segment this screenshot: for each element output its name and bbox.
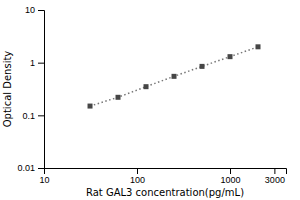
chart: 10 100 1000 3000 0.01 0.1 1 10 Rat GAL3 concentr… xyxy=(0,0,300,200)
line xyxy=(90,47,258,106)
y-tick-label: 1 xyxy=(30,58,35,68)
x-tick: 100 xyxy=(130,168,145,185)
x-tick-line xyxy=(274,168,275,174)
y-axis-title: Optical Density xyxy=(2,51,13,128)
x-tick: 1000 xyxy=(220,168,240,185)
y-tick-label: 0.1 xyxy=(22,111,35,121)
x-tick-label: 100 xyxy=(130,175,145,185)
marker xyxy=(88,104,93,109)
x-tick-label: 10 xyxy=(39,175,49,185)
marker xyxy=(144,84,149,89)
y-tick-label: 10 xyxy=(25,5,35,15)
y-tick: 10 xyxy=(25,5,44,15)
x-tick-line xyxy=(137,168,138,174)
y-tick: 1 xyxy=(30,58,44,68)
marks xyxy=(88,44,261,108)
x-tick-label: 3000 xyxy=(265,175,285,185)
x-axis-line xyxy=(45,169,287,175)
y-tick-line xyxy=(38,10,44,11)
y-tick-label: 0.01 xyxy=(17,163,35,173)
x-axis: 10 100 1000 3000 xyxy=(39,168,286,185)
x-tick-label: 1000 xyxy=(220,175,240,185)
marker xyxy=(256,44,261,49)
marker xyxy=(172,74,177,79)
x-tick: 3000 xyxy=(265,168,285,185)
marker xyxy=(116,95,121,100)
y-tick: 0.01 xyxy=(17,163,44,173)
y-tick-line xyxy=(38,63,44,64)
plot: 10 100 1000 3000 0.01 0.1 1 10 xyxy=(17,5,286,185)
y-tick: 0.1 xyxy=(22,111,44,121)
x-axis-title: Rat GAL3 concentration(pg/mL) xyxy=(86,187,244,198)
y-axis: 0.01 0.1 1 10 xyxy=(17,5,44,173)
marker xyxy=(200,64,205,69)
y-tick-line xyxy=(38,168,44,169)
marker xyxy=(228,54,233,59)
x-tick-line xyxy=(230,168,231,174)
y-axis-line xyxy=(38,11,45,169)
y-tick-line xyxy=(38,115,44,116)
x-tick: 10 xyxy=(39,168,49,185)
